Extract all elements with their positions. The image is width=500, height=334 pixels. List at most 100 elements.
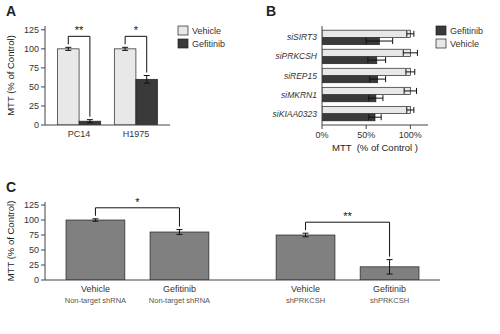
error-bar [144, 76, 150, 84]
bar [136, 79, 158, 125]
tick-label: 50 [29, 245, 39, 255]
marks [58, 47, 158, 125]
panel-title: B [266, 3, 276, 19]
bar [322, 114, 375, 121]
error-bar [65, 47, 71, 50]
bar [322, 30, 410, 37]
error-bar [369, 114, 381, 120]
marks [322, 30, 417, 121]
subcategory-label: shPRKCSH [370, 296, 409, 305]
error-bar [404, 88, 416, 94]
tick-label: 75 [29, 63, 39, 73]
bar [150, 232, 209, 280]
tick [41, 105, 45, 106]
tick [366, 125, 367, 129]
tick-label: 75 [29, 230, 39, 240]
error-bar [303, 233, 309, 237]
category-label: siREP15 [284, 71, 317, 81]
significance-label: * [135, 196, 140, 208]
category-label: siPRKCSH [275, 51, 317, 61]
legend-label: Gefitinib [192, 39, 225, 49]
panel-title: A [6, 3, 16, 19]
tick [41, 125, 45, 126]
x-axis-label: MTT (% of Control ) [332, 142, 418, 153]
tick-label: 25 [29, 260, 39, 270]
tick [41, 205, 45, 206]
category-label: Vehicle [81, 284, 110, 294]
x-axis-line [322, 125, 428, 126]
category-label: siSIRT3 [287, 32, 317, 42]
bar [66, 220, 125, 280]
category-label: Gefitinib [163, 284, 196, 294]
error-bar [176, 230, 182, 235]
category-label: Gefitinib [373, 284, 406, 294]
marks [66, 219, 419, 280]
error-bar [407, 31, 414, 37]
tick [41, 250, 45, 251]
tick [410, 125, 411, 129]
significance-bracket [68, 36, 90, 116]
tick [41, 280, 45, 281]
tick [41, 86, 45, 87]
legend-swatch [178, 26, 188, 35]
x-axis-line [45, 280, 440, 281]
error-bar [407, 107, 414, 113]
legend-swatch [436, 39, 446, 48]
bar [322, 68, 410, 75]
significance-label: ** [75, 24, 84, 36]
significance-bracket [306, 222, 390, 256]
tick [41, 220, 45, 221]
significance-label: ** [343, 210, 352, 222]
tick [41, 265, 45, 266]
error-bar [387, 260, 393, 274]
tick [41, 48, 45, 49]
legend-label: Vehicle [192, 26, 221, 36]
error-bar [406, 69, 415, 75]
x-axis-line [45, 125, 170, 126]
bar [322, 95, 376, 102]
category-label: H1975 [123, 129, 150, 139]
figure: A 0 25 50 75 100 125 PC14 H1975 MTT (% of Control… [0, 0, 500, 334]
y-axis-line [322, 26, 323, 125]
error-bar [92, 219, 98, 221]
legend-swatch [178, 39, 188, 48]
subcategory-label: shPRKCSH [286, 296, 325, 305]
error-bar [403, 50, 417, 56]
bar [58, 49, 80, 125]
y-axis-label: MTT (% of Control) [5, 35, 16, 116]
category-label: Vehicle [291, 284, 320, 294]
tick [41, 67, 45, 68]
y-axis-line [45, 26, 46, 125]
category-label: siKIAA0323 [273, 109, 318, 119]
error-bar [368, 57, 386, 63]
panel: C 0 25 50 75 100 125 Vehicle Gefitinib Vehicle Gef… [5, 179, 440, 305]
tick [41, 29, 45, 30]
tick-label: 125 [24, 25, 39, 35]
bar [114, 49, 136, 125]
significance-bracket [95, 208, 179, 227]
bar [322, 106, 410, 113]
legend-swatch [436, 26, 446, 35]
legend-label: Vehicle [450, 39, 479, 49]
significance-label: * [134, 24, 139, 36]
tick-label: 100 [24, 44, 39, 54]
tick-label: 0 [34, 275, 39, 285]
tick-label: 100 [24, 215, 39, 225]
tick-label: 0 [34, 120, 39, 130]
tick-label: 0% [315, 130, 328, 140]
bar [322, 87, 410, 94]
panel-title: C [6, 179, 16, 195]
panel: A 0 25 50 75 100 125 PC14 H1975 MTT (% of Control… [5, 3, 225, 139]
error-bar [87, 120, 93, 123]
error-bar [122, 47, 128, 50]
tick-label: 50 [29, 82, 39, 92]
tick-label: 25 [29, 101, 39, 111]
bar [276, 235, 335, 280]
error-bar [366, 38, 393, 44]
tick [322, 125, 323, 129]
tick-label: 125 [24, 200, 39, 210]
subcategory-label: Non-target shRNA [65, 296, 126, 305]
panel: B0%50%100%siSIRT3siPRKCSHsiREP15siMKRN1s… [266, 3, 483, 153]
category-label: PC14 [68, 129, 91, 139]
tick-label: 100% [399, 130, 422, 140]
